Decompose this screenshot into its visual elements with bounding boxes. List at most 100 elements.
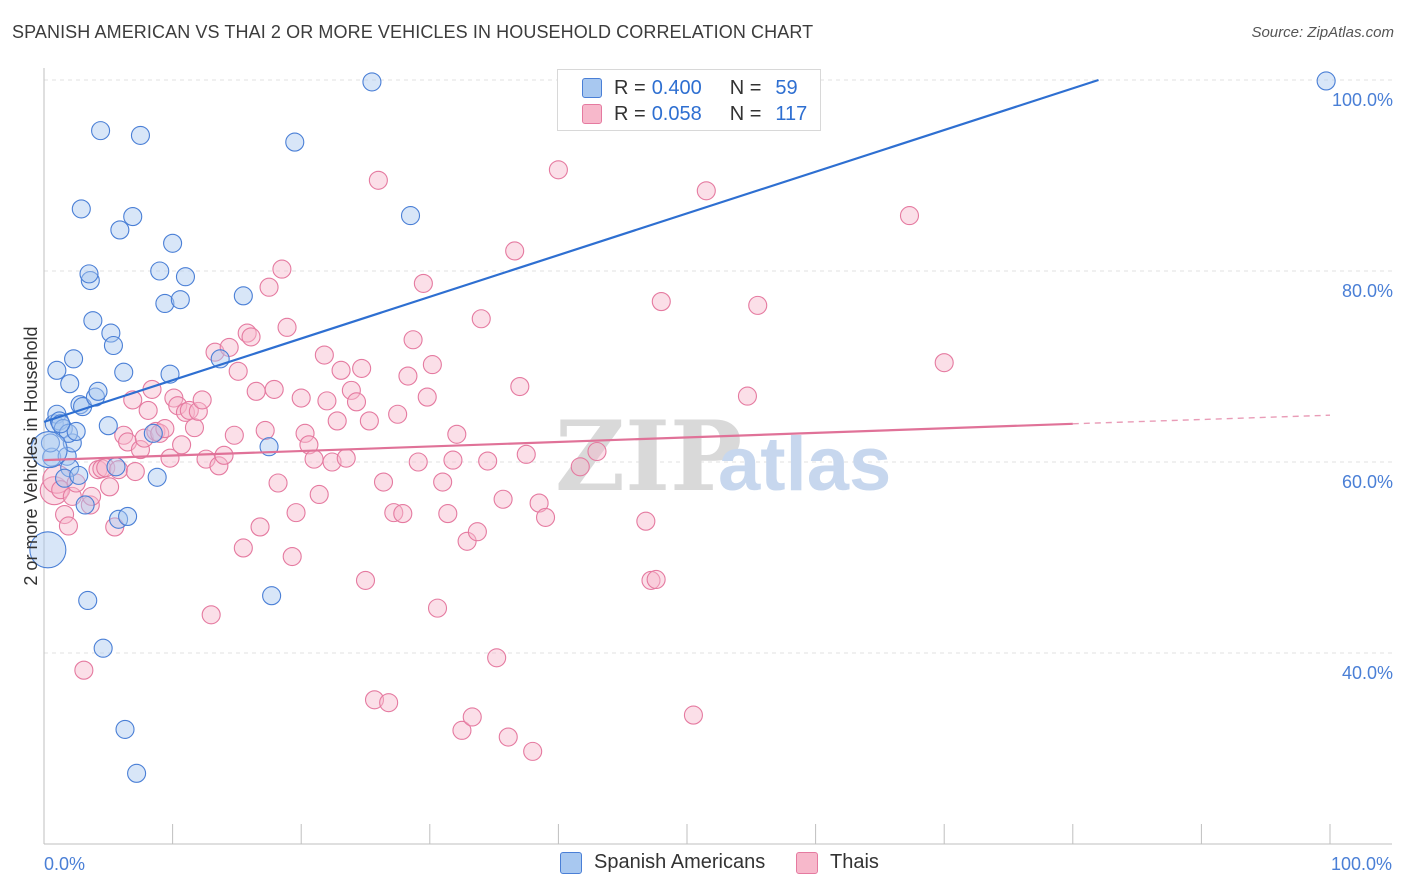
spanish-americans-point [79,264,99,284]
thais-point [427,598,448,618]
spanish-americans-point [29,531,67,569]
spanish-americans-point [110,220,130,240]
spanish-americans-point [55,468,75,488]
watermark: ZIP atlas [555,400,891,513]
spanish-americans-point [75,495,95,515]
spanish-americans-point [78,590,98,611]
spanish-americans-point [115,719,135,739]
thais-point [636,511,656,531]
spanish-americans-point [118,506,138,526]
thais-point [58,516,78,536]
thais-point [447,424,467,444]
spanish-americans-point [114,362,134,382]
legend-n-value: 117 [775,102,808,125]
thais-point [322,452,342,472]
legend-swatch-blue [560,851,582,874]
thais-point [498,727,518,747]
thais-point [433,472,453,492]
spanish-americans-point [62,433,82,453]
spanish-americans-point [83,311,103,331]
thais-point [355,570,376,590]
spanish-americans-point [47,360,67,380]
thais-point [570,457,590,477]
thais-point [209,456,229,476]
spanish-americans-point [91,121,111,141]
thais-point [462,707,482,727]
legend-r-value: 0.058 [651,102,702,125]
thais-point [250,517,270,537]
spanish-americans-point [262,586,282,606]
thais-point [214,445,234,465]
thais-point [352,358,372,378]
thais-point [510,377,530,397]
spanish-americans-point [147,467,167,487]
spanish-americans-point [101,323,121,343]
x-tick-label: 100.0% [1331,854,1392,874]
thais-point [299,435,319,455]
tick-label-layer: 40.0% 60.0% 80.0% 100.0% 0.0% 100.0% [44,90,1393,874]
spanish-americans-point [71,199,91,219]
thais-point [422,355,442,375]
legend-row-thais: R = 0.058 N = 117 [582,102,807,126]
spanish-americans-point [150,261,170,281]
spanish-americans-point [88,381,108,401]
spanish-americans-point [66,421,86,441]
thais-point [74,660,94,680]
thais-point [899,206,920,226]
thais-point [331,360,351,380]
thais-point [237,323,257,343]
spanish-americans-point [98,416,118,436]
spanish-americans-point [123,207,143,227]
spanish-americans-point [1316,71,1336,91]
spanish-americans-point [40,433,60,453]
thais-point [336,448,356,468]
spanish-americans-point [103,335,123,356]
thais-point [259,277,279,297]
thais-point [467,522,487,542]
trend-layer [43,78,1331,462]
spanish-americans-point [69,465,89,485]
spanish-americans-point [64,349,84,369]
thais-point [696,181,716,201]
y-tick-label: 80.0% [1342,281,1393,301]
legend-r-value: 0.400 [651,76,702,99]
spanish-americans-point [127,763,147,783]
thais-point [413,273,433,293]
spanish-americans-point [163,233,183,253]
legend-item-thais: Thais [796,851,879,874]
legend-r-label: R = [614,76,646,99]
legend-n-label: N = [729,102,762,125]
thais-point [246,381,266,401]
thais-point [452,720,472,740]
thais-point [748,295,768,315]
spanish-americans-point [400,206,421,226]
thais-trend-line [43,422,1073,462]
thais-point [379,693,399,713]
thais-point [398,366,418,386]
thais-point [241,327,261,347]
thais-point [134,428,154,448]
thais-point [388,404,408,424]
thais-point [125,461,145,482]
thais-point [172,435,192,455]
thais-point [314,345,334,365]
thais-point [487,648,507,668]
thais-point [295,423,315,443]
thais-point [268,473,288,493]
thais-point [291,388,311,408]
thais-point [408,452,428,472]
spanish-americans-point [362,72,382,92]
spanish-americans-point [60,374,80,394]
thais-point [286,503,306,523]
thais-point [359,411,379,431]
thais-point [417,387,437,407]
spanish-americans-trend-line [43,78,1099,423]
thais-point [646,569,666,590]
thais-point [205,342,225,362]
spanish-americans-point [93,638,113,658]
thais-point [184,418,205,438]
thais-point [224,425,244,445]
thais-point [317,391,337,411]
thais-point [493,489,513,509]
